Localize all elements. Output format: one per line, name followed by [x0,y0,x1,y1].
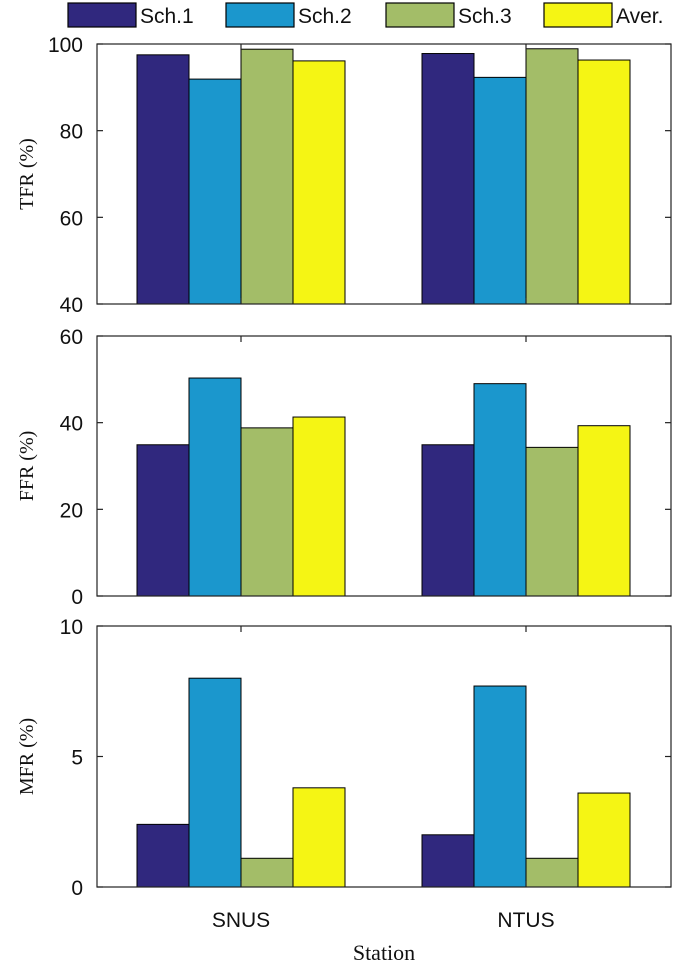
bar-snus-3 [240,427,294,597]
bar-ntus-1 [421,53,475,305]
y-tick-label: 80 [60,121,83,144]
bar-snus-2 [188,78,242,305]
legend-label-4: Aver. [616,5,663,28]
chart-panels: 40 60 80 100 TFR (%) 0 20 40 60 FFR (%) 0 5 10 MFR (%… [16,34,672,932]
y-tick-label: 5 [71,747,83,770]
legend-label-2: Sch.2 [298,5,352,28]
bar-ntus-4 [577,59,631,305]
bar-ntus-3 [525,446,579,597]
bar-snus-1 [136,823,190,888]
bar-snus-3 [240,857,294,888]
legend-swatch-3 [385,2,455,28]
bar-snus-4 [292,416,346,597]
y-tick-label: 0 [71,586,83,609]
bar-snus-3 [240,48,294,305]
y-tick-label: 100 [48,34,83,57]
panel-2: 0 20 40 60 FFR (%) [16,326,672,609]
legend: Sch.1 Sch.2 Sch.3 Aver. [67,2,663,28]
bar-ntus-2 [473,685,527,888]
bar-ntus-3 [525,857,579,888]
y-tick-label: 60 [60,207,83,230]
x-tick-label: NTUS [497,909,554,932]
legend-swatch-1 [67,2,137,28]
y-axis-label: FFR (%) [16,431,38,502]
bar-snus-2 [188,377,242,597]
bar-snus-2 [188,677,242,888]
bar-ntus-4 [577,425,631,597]
bar-snus-4 [292,60,346,305]
axes-box [96,335,672,597]
bar-ntus-2 [473,383,527,597]
y-axis-label: TFR (%) [16,138,38,210]
y-axis-label: MFR (%) [16,718,38,795]
bar-ntus-3 [525,48,579,305]
y-tick-label: 40 [60,413,83,436]
legend-label-1: Sch.1 [140,5,194,28]
bar-ntus-1 [421,834,475,888]
y-tick-label: 10 [60,616,83,639]
y-tick-label: 0 [71,877,83,900]
legend-label-3: Sch.3 [458,5,512,28]
bar-ntus-1 [421,444,475,597]
axes-box [96,43,672,305]
panel-1: 40 60 80 100 TFR (%) [16,34,672,317]
y-tick-label: 60 [60,326,83,349]
y-tick-label: 40 [60,294,83,317]
x-axis-label: Station [353,940,415,965]
bar-ntus-4 [577,792,631,888]
bar-snus-1 [136,54,190,305]
bar-snus-1 [136,444,190,597]
y-tick-label: 20 [60,499,83,522]
bar-ntus-2 [473,76,527,305]
legend-swatch-4 [543,2,613,28]
panel-3: 0 5 10 MFR (%) SNUS NTUS [16,616,672,932]
x-tick-label: SNUS [212,909,270,932]
bar-snus-4 [292,787,346,888]
legend-swatch-2 [225,2,295,28]
